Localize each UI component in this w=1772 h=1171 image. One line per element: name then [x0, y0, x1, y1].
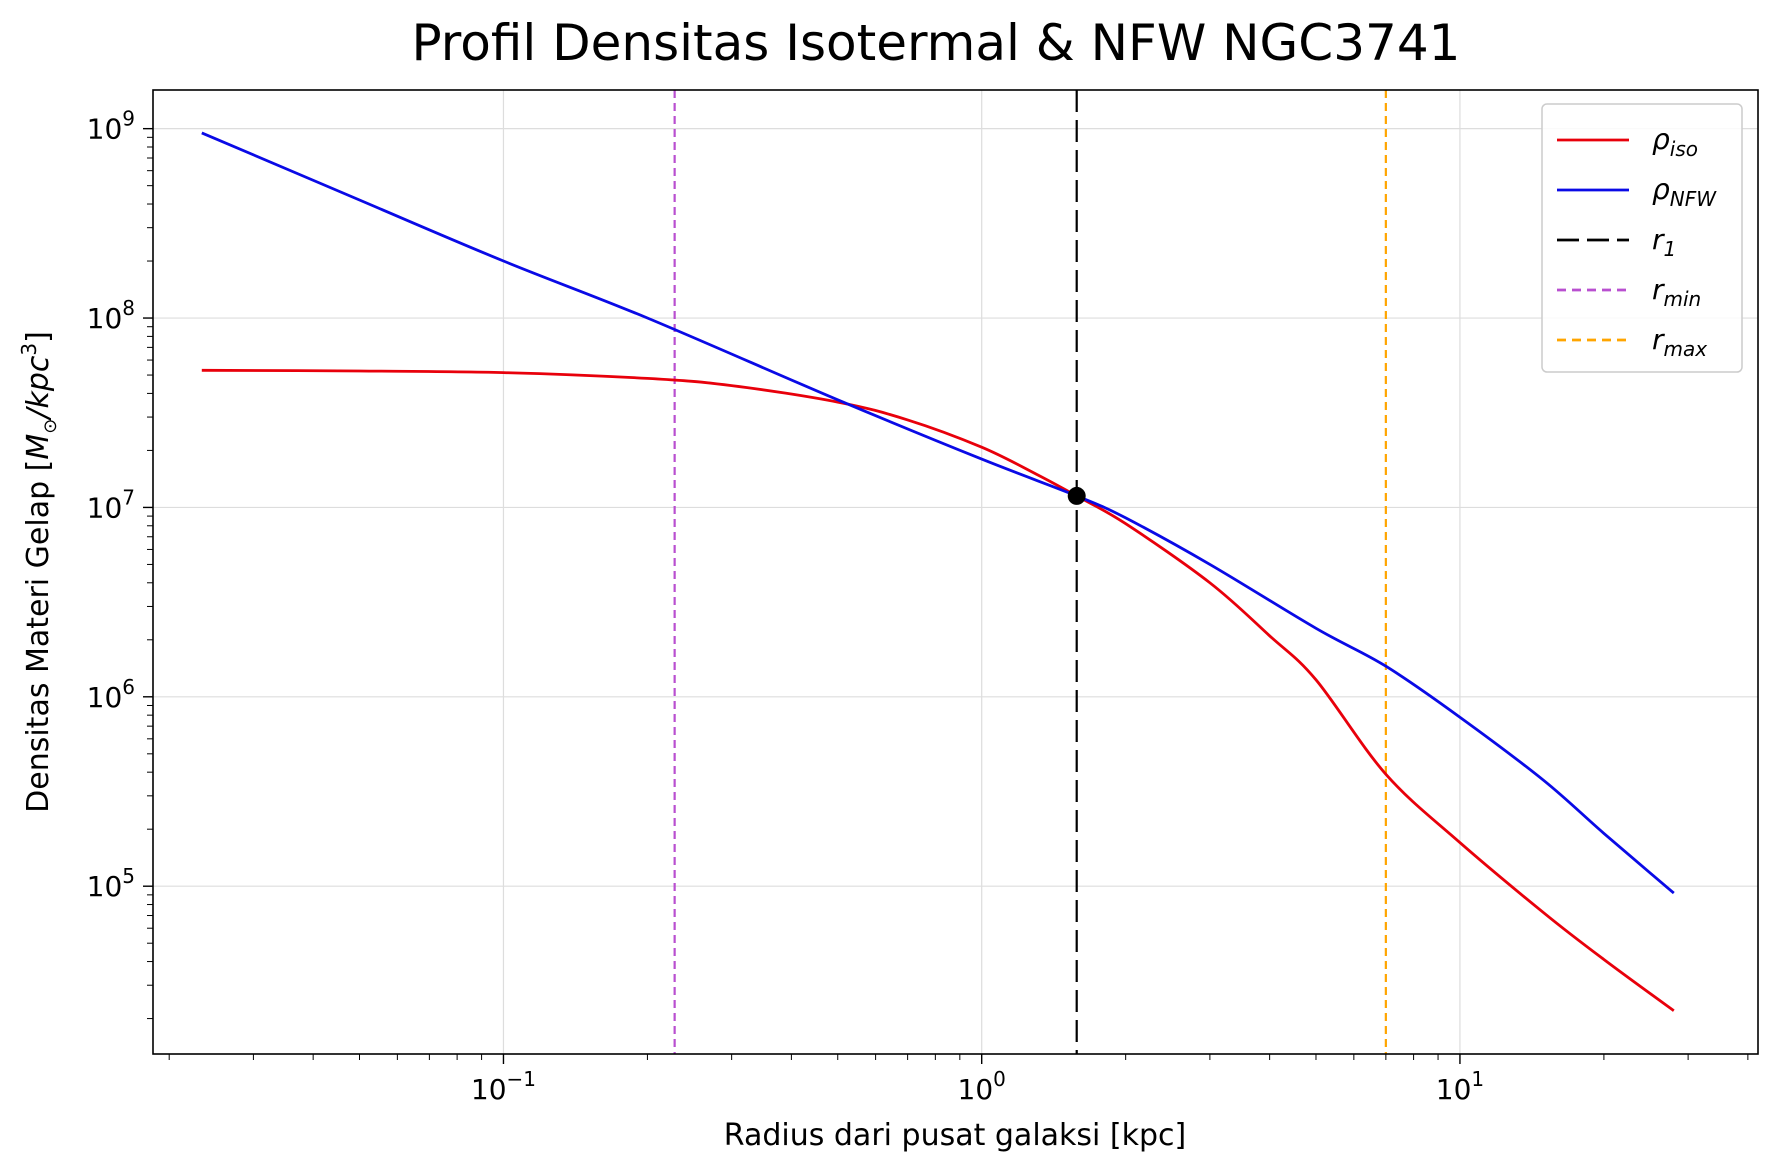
x-axis-label: Radius dari pusat galaksi [kpc]	[724, 1118, 1186, 1153]
y-tick-label: 109	[87, 107, 135, 146]
plot-area-frame	[152, 89, 1759, 1055]
y-tick-label: 108	[87, 296, 135, 335]
y-axis-label-sun: ⊙	[40, 419, 61, 434]
y-axis-label-mass: M	[21, 434, 56, 460]
legend-label-ρiso: ρiso	[1652, 123, 1698, 161]
x-tick-label: 10−1	[471, 1067, 536, 1106]
chart-title: Profil Densitas Isotermal & NFW NGC3741	[412, 14, 1461, 72]
y-axis-ticks: 105 106 107 108 109	[87, 107, 153, 1020]
intersection-marker	[1067, 486, 1086, 505]
y-tick-label: 105	[87, 864, 135, 903]
legend-label-r1: r1	[1652, 223, 1676, 261]
y-axis-label-unit: /kpc	[21, 355, 56, 422]
vertical-reference-lines	[673, 90, 1387, 1054]
y-tick-label: 106	[87, 675, 135, 714]
legend-label-ρNFW: ρNFW	[1652, 173, 1717, 211]
x-axis-ticks: 10−1 100 101	[168, 1054, 1749, 1106]
y-axis-label: Densitas Materi Gelap [M⊙/kpc3]	[17, 331, 61, 813]
intersection-point	[1067, 486, 1086, 505]
grid-lines	[153, 90, 1758, 1054]
y-axis-label-power: 3	[17, 343, 41, 356]
legend-label-rmax: rmax	[1652, 323, 1707, 361]
y-tick-label: 107	[87, 485, 135, 524]
legend-box	[1541, 103, 1743, 373]
data-series	[201, 131, 1675, 1012]
series-line-ρiso	[201, 368, 1675, 1012]
y-axis-label-close: ]	[21, 331, 56, 343]
legend-label-rmin: rmin	[1652, 273, 1701, 311]
x-tick-label: 101	[1436, 1067, 1484, 1106]
series-line-ρNFW	[201, 131, 1675, 895]
legend: ρiso ρNFW r1 rmin rmax	[1541, 103, 1743, 373]
x-tick-label: 100	[958, 1067, 1006, 1106]
y-axis-label-main: Densitas Materi Gelap [	[21, 460, 56, 813]
